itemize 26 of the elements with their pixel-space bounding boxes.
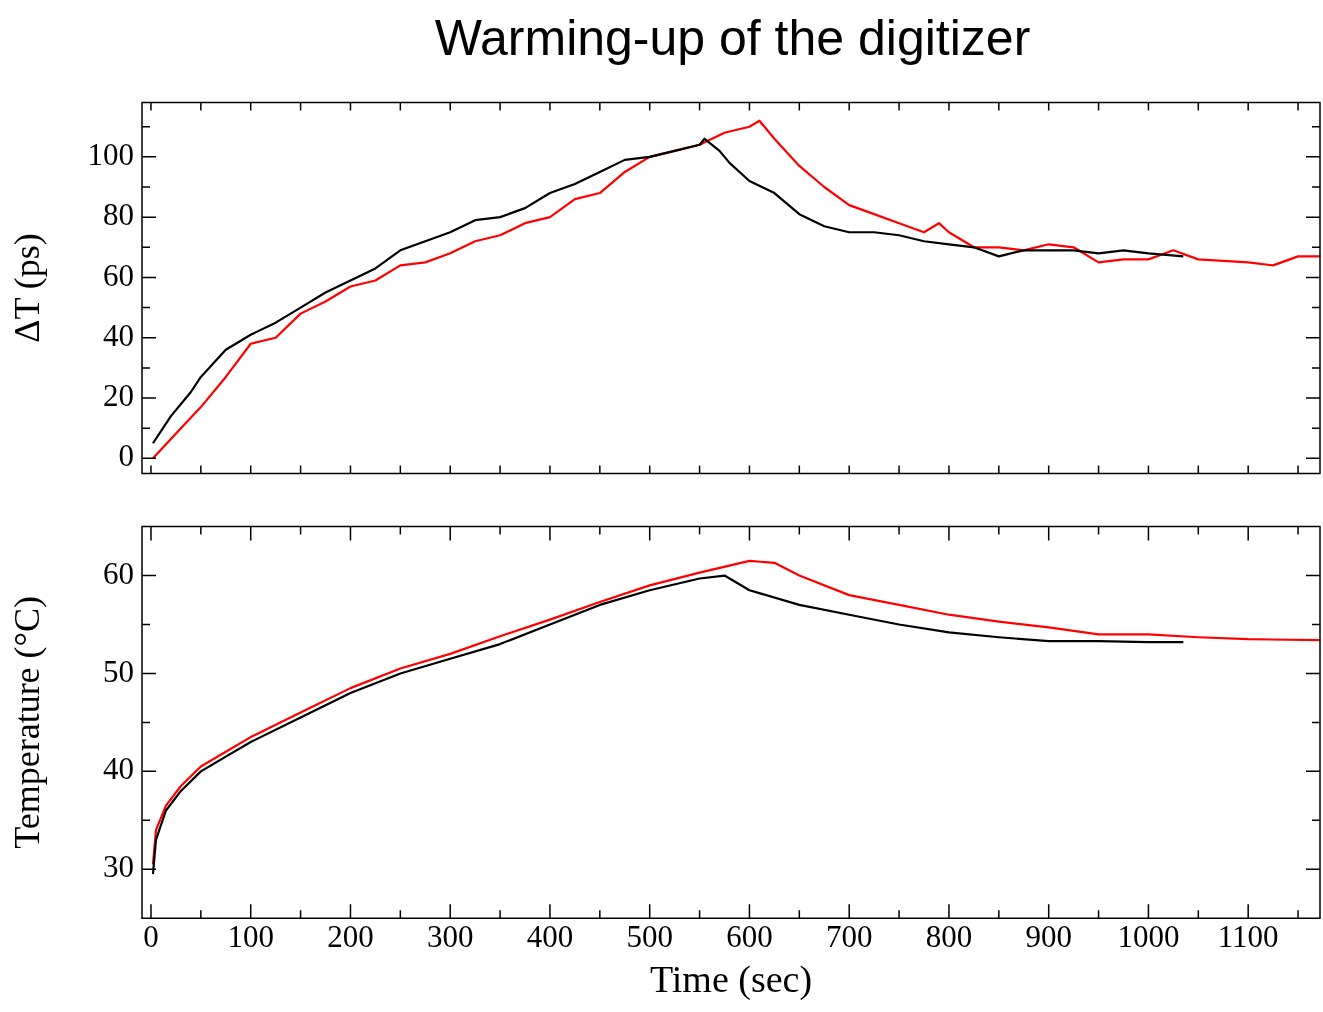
y-tick-label: 60 (103, 257, 134, 293)
x-tick-label: 800 (925, 918, 973, 954)
x-tick-label: 700 (825, 918, 873, 954)
x-tick-label: 300 (426, 918, 474, 954)
y-axis-title: ΔT (ps) (7, 233, 48, 343)
y-tick-label: 60 (103, 555, 134, 591)
y-tick-label: 40 (103, 751, 134, 787)
x-tick-label: 200 (327, 918, 374, 954)
x-tick-label: 0 (143, 918, 159, 954)
x-tick-label: 1100 (1217, 918, 1279, 954)
x-tick-label: 100 (227, 918, 274, 954)
y-tick-label: 100 (87, 137, 134, 172)
x-tick-label: 500 (626, 918, 673, 954)
y-tick-label: 30 (103, 849, 134, 885)
y-tick-label: 0 (118, 438, 134, 474)
y-axis-title: Temperature (°C) (7, 596, 48, 849)
y-tick-label: 80 (103, 197, 134, 233)
y-tick-label: 50 (103, 653, 134, 689)
x-tick-label: 900 (1025, 918, 1072, 954)
y-tick-label: 40 (103, 317, 134, 353)
x-tick-label: 400 (526, 918, 574, 954)
chart-title: Warming-up of the digitizer (433, 9, 1032, 68)
x-tick-label: 1000 (1117, 918, 1180, 954)
x-tick-label: 600 (726, 918, 773, 954)
x-axis-title: Time (sec) (649, 958, 813, 1002)
y-tick-label: 20 (103, 378, 134, 414)
